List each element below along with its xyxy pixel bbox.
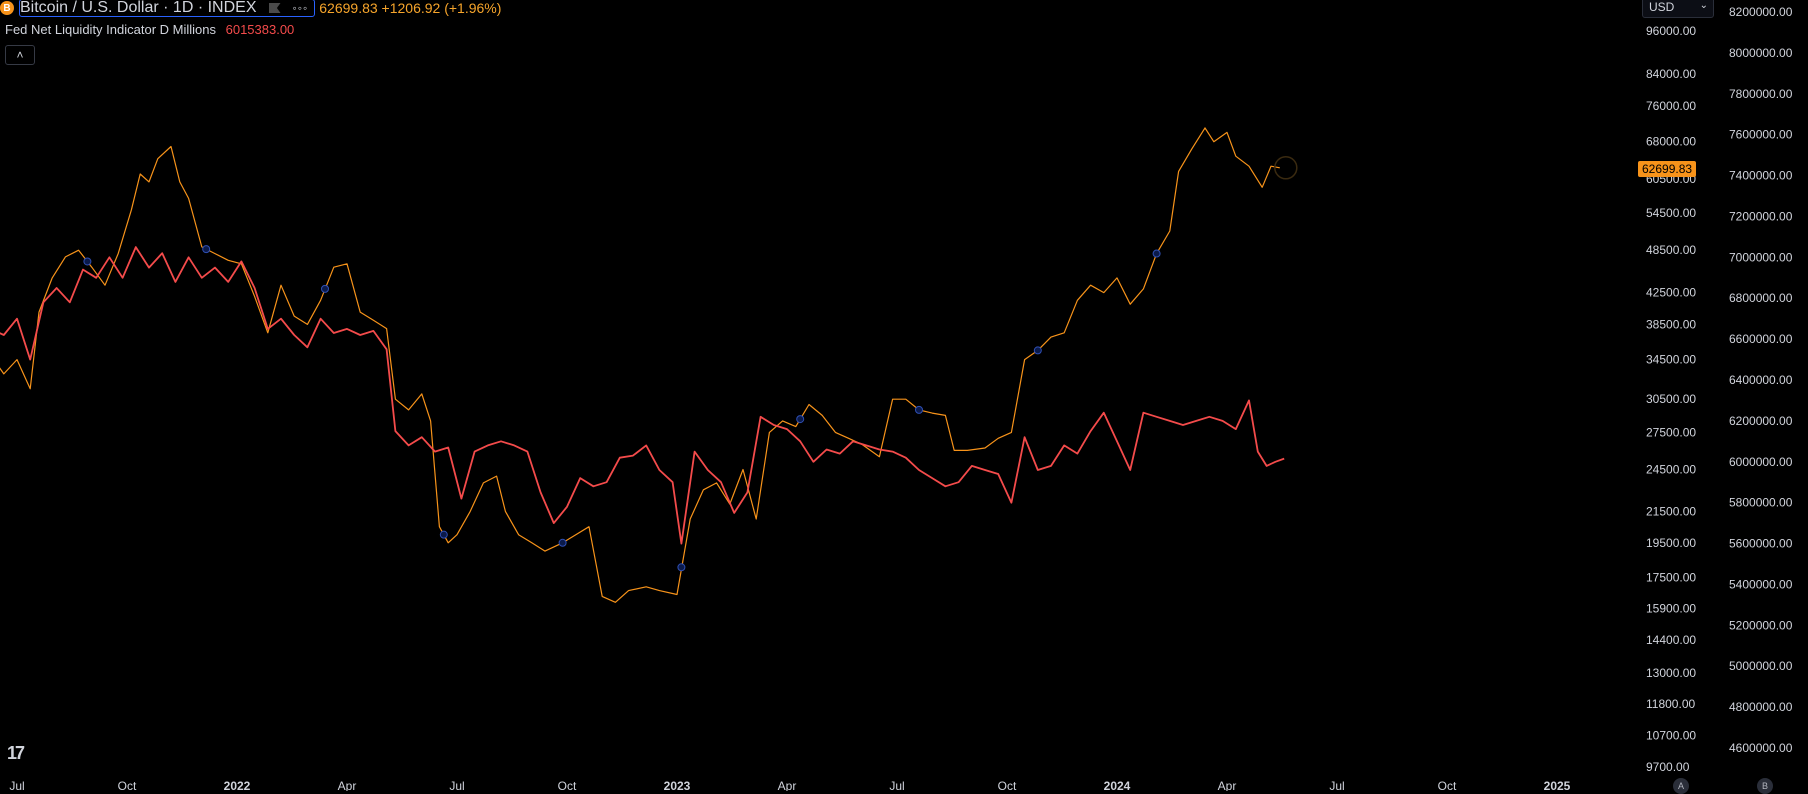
left-axis-tick-label: 15900.00 <box>1646 601 1696 615</box>
left-axis-tick-label: 11800.00 <box>1646 697 1695 711</box>
right-axis-tick-label: 8200000.00 <box>1729 5 1793 19</box>
left-axis-tick-label: 27500.00 <box>1646 425 1696 439</box>
left-axis-tick-label: 76000.00 <box>1646 99 1696 113</box>
x-tick-label: Apr <box>778 779 797 791</box>
x-tick-label: 2024 <box>1104 779 1131 791</box>
right-axis-tick-label: 5400000.00 <box>1729 577 1793 591</box>
x-tick-label: 2022 <box>224 779 251 791</box>
left-axis-tick-label: 19500.00 <box>1646 536 1696 550</box>
right-axis-tick-label: 4600000.00 <box>1729 741 1793 755</box>
indicator-legend[interactable]: Fed Net Liquidity Indicator D Millions 6… <box>5 22 294 37</box>
x-tick-label: Oct <box>1438 779 1457 791</box>
event-marker[interactable] <box>321 284 329 293</box>
scale-button-b[interactable]: B <box>1757 778 1773 794</box>
left-axis-tick-label: 30500.00 <box>1646 392 1696 406</box>
event-marker[interactable] <box>915 405 923 414</box>
event-marker[interactable] <box>558 538 567 547</box>
right-axis-tick-label: 5800000.00 <box>1729 496 1793 510</box>
x-tick-label: Oct <box>558 779 577 791</box>
right-axis-tick-label: 8000000.00 <box>1729 46 1793 60</box>
right-axis-tick-label: 5000000.00 <box>1729 659 1793 673</box>
symbol-title[interactable]: Bitcoin / U.S. Dollar · 1D · INDEX <box>20 0 257 16</box>
btc-price-line[interactable] <box>0 127 1280 603</box>
indicator-value: 6015383.00 <box>225 22 295 37</box>
left-axis-tick-label: 42500.00 <box>1646 286 1696 300</box>
left-axis-tick-label: 24500.00 <box>1646 462 1696 476</box>
right-axis-tick-label: 6600000.00 <box>1729 332 1793 346</box>
right-axis-tick-label: 7200000.00 <box>1729 209 1793 223</box>
right-axis-tick-label: 7800000.00 <box>1729 87 1793 101</box>
event-marker[interactable] <box>202 245 211 254</box>
event-marker[interactable] <box>677 563 686 572</box>
currency-selector[interactable]: USD ⌄ <box>1642 0 1714 18</box>
event-marker[interactable] <box>439 530 448 539</box>
left-axis-tick-label: 38500.00 <box>1646 317 1696 331</box>
x-tick-label: Oct <box>998 779 1017 791</box>
last-price-label: 62699.83 <box>1638 161 1697 177</box>
x-tick-label: Oct <box>118 779 137 791</box>
left-axis-tick-label: 9700.00 <box>1646 760 1690 774</box>
right-axis-tick-label: 4800000.00 <box>1729 700 1793 714</box>
event-marker[interactable] <box>1033 346 1042 355</box>
left-axis-tick-label: 10700.00 <box>1646 728 1696 742</box>
left-axis-tick-label: 84000.00 <box>1646 67 1696 81</box>
right-axis-tick-label: 5600000.00 <box>1729 537 1793 551</box>
last-price-pulse <box>1274 156 1298 180</box>
tradingview-logo[interactable]: 17 <box>7 743 25 763</box>
event-marker[interactable] <box>1152 249 1161 258</box>
left-axis-tick-label: 17500.00 <box>1646 571 1696 585</box>
x-tick-label: Jul <box>1329 779 1344 791</box>
left-axis-tick-label: 34500.00 <box>1646 353 1696 367</box>
left-axis-tick-label: 54500.00 <box>1646 206 1696 220</box>
currency-selector-value: USD <box>1649 0 1675 14</box>
right-axis-tick-label: 7400000.00 <box>1729 169 1793 183</box>
right-axis-tick-label: 5200000.00 <box>1729 618 1793 632</box>
fed-liquidity-line[interactable] <box>0 246 1285 545</box>
symbol-header: B Bitcoin / U.S. Dollar · 1D · INDEX ◦◦◦… <box>0 0 501 18</box>
x-tick-label: 2023 <box>664 779 691 791</box>
x-tick-label: Jul <box>9 779 24 791</box>
x-tick-label: Apr <box>338 779 357 791</box>
event-marker[interactable] <box>796 415 805 424</box>
indicator-name: Fed Net Liquidity Indicator D Millions <box>5 22 216 37</box>
right-axis-tick-label: 6200000.00 <box>1729 414 1793 428</box>
right-axis-tick-label: 7600000.00 <box>1729 128 1793 142</box>
price-quote: 62699.83 +1206.92 (+1.96%) <box>319 0 502 16</box>
right-axis-tick-label: 6400000.00 <box>1729 373 1793 387</box>
collapse-legend-button[interactable]: ˄ <box>5 45 35 65</box>
chevron-up-icon: ˄ <box>16 48 24 62</box>
symbol-title-box[interactable]: Bitcoin / U.S. Dollar · 1D · INDEX ◦◦◦ <box>19 0 316 17</box>
left-axis-tick-label: 21500.00 <box>1646 504 1696 518</box>
flag-icon[interactable] <box>268 3 281 13</box>
x-tick-label: 2025 <box>1544 779 1571 791</box>
x-tick-label: Apr <box>1218 779 1237 791</box>
auto-scale-button[interactable]: A <box>1673 778 1689 794</box>
left-axis-tick-label: 68000.00 <box>1646 135 1696 149</box>
x-tick-label: Jul <box>889 779 904 791</box>
right-axis-tick-label: 6000000.00 <box>1729 455 1793 469</box>
left-axis-tick-label: 14400.00 <box>1646 633 1696 647</box>
right-axis-tick-label: 7000000.00 <box>1729 250 1793 264</box>
x-tick-label: Jul <box>449 779 464 791</box>
left-axis-tick-label: 13000.00 <box>1646 666 1696 680</box>
right-axis-tick-label: 6800000.00 <box>1729 291 1793 305</box>
more-options-icon[interactable]: ◦◦◦ <box>292 1 309 15</box>
left-axis-tick-label: 48500.00 <box>1646 243 1696 257</box>
left-axis-tick-label: 96000.00 <box>1646 24 1696 38</box>
bitcoin-icon: B <box>0 1 14 15</box>
chevron-down-icon: ⌄ <box>1699 0 1708 11</box>
event-marker[interactable] <box>83 257 92 266</box>
